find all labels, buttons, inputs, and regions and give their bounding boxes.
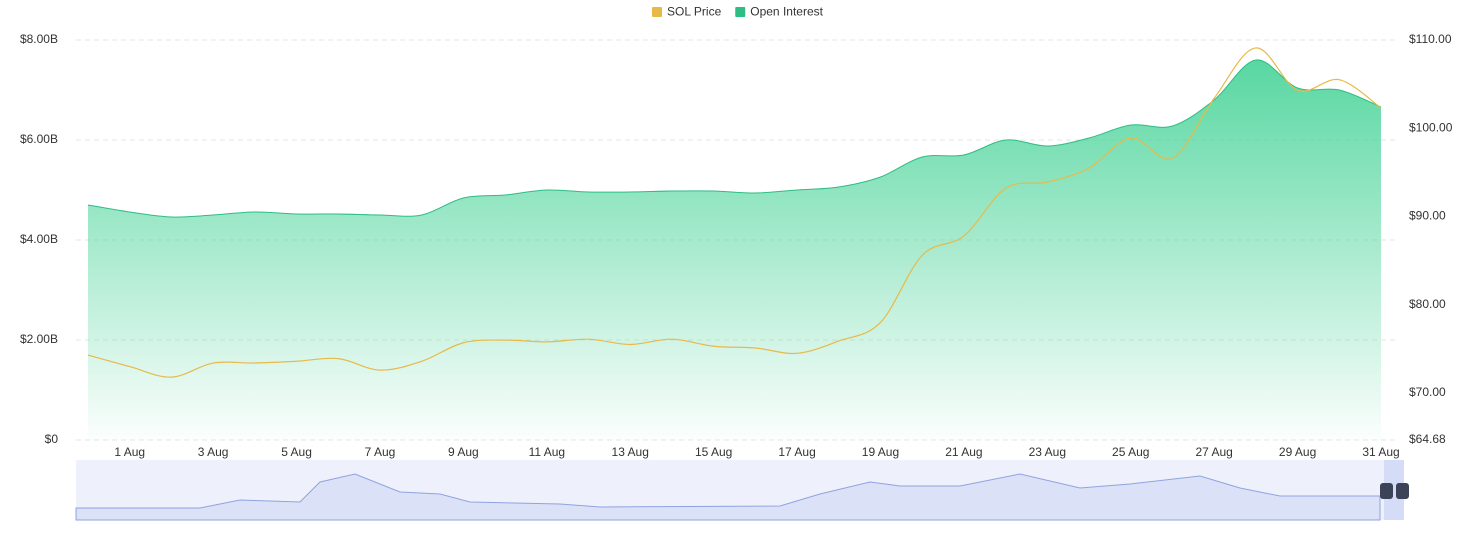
- x-tick-label: 27 Aug: [1195, 445, 1232, 459]
- x-tick-label: 9 Aug: [448, 445, 479, 459]
- navigator-handle[interactable]: [1380, 483, 1393, 499]
- area-line: [87, 59, 1382, 218]
- y-tick-label: $0: [45, 432, 59, 446]
- legend-label: Open Interest: [750, 5, 823, 19]
- y2-tick-label: $70.00: [1409, 385, 1446, 399]
- x-tick-label: 11 Aug: [529, 445, 565, 459]
- navigator-preview: [75, 473, 1381, 521]
- x-tick-label: 19 Aug: [862, 445, 899, 459]
- legend: SOL Price Open Interest: [652, 5, 824, 19]
- x-tick-label: 21 Aug: [945, 445, 982, 459]
- navigator[interactable]: [75, 460, 1409, 521]
- x-tick-label: 17 Aug: [778, 445, 815, 459]
- y-tick-label: $2.00B: [20, 332, 58, 346]
- area: [88, 59, 1381, 440]
- y2-tick-label: $80.00: [1409, 297, 1446, 311]
- x-tick-label: 29 Aug: [1279, 445, 1316, 459]
- y2-tick-label: $100.00: [1409, 120, 1453, 134]
- y2-tick-label: $110.00: [1409, 32, 1452, 46]
- legend-label: SOL Price: [667, 5, 722, 19]
- x-tick-label: 3 Aug: [198, 445, 229, 459]
- navigator-selection: [1384, 460, 1404, 520]
- x-tick-label: 25 Aug: [1112, 445, 1149, 459]
- line: [87, 47, 1382, 378]
- y-tick-label: $4.00B: [20, 232, 58, 246]
- legend-swatch: [735, 7, 746, 17]
- legend-swatch: [652, 7, 662, 17]
- navigator-handle[interactable]: [1396, 483, 1409, 499]
- x-tick-label: 31 Aug: [1362, 445, 1399, 459]
- y-tick-label: $8.00B: [20, 32, 58, 46]
- x-tick-label: 7 Aug: [365, 445, 396, 459]
- y2-tick-label: $90.00: [1409, 209, 1446, 223]
- x-tick-label: 23 Aug: [1029, 445, 1066, 459]
- x-tick-label: 1 Aug: [114, 445, 145, 459]
- x-tick-label: 5 Aug: [281, 445, 312, 459]
- x-tick-label: 15 Aug: [695, 445, 732, 459]
- y2-tick-label: $64.68: [1409, 432, 1446, 446]
- y-tick-label: $6.00B: [20, 132, 58, 146]
- x-tick-label: 13 Aug: [612, 445, 649, 459]
